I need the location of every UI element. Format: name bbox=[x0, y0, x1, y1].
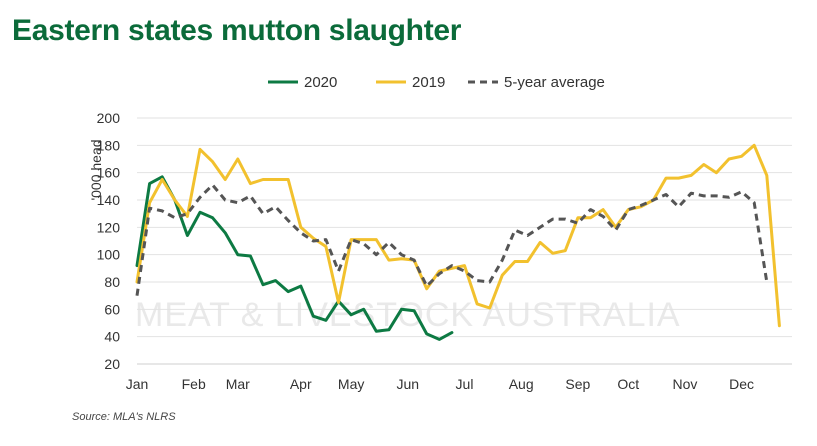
x-tick-label: May bbox=[338, 376, 364, 392]
series-lines bbox=[135, 143, 781, 341]
y-tick-label: 120 bbox=[97, 219, 121, 235]
y-tick-label: 80 bbox=[104, 274, 120, 290]
y-tick-label: 20 bbox=[104, 356, 120, 372]
y-tick-label: 140 bbox=[97, 192, 121, 208]
y-tick-label: 180 bbox=[97, 137, 121, 153]
x-tick-label: Dec bbox=[729, 376, 754, 392]
y-axis-ticks: 20 40 60 80 100 120 140 160 180 200 bbox=[97, 110, 121, 372]
x-tick-label: Mar bbox=[226, 376, 250, 392]
chart-title: Eastern states mutton slaughter bbox=[12, 14, 462, 47]
x-tick-label: Oct bbox=[617, 376, 639, 392]
x-tick-label: Nov bbox=[672, 376, 697, 392]
x-tick-label: Feb bbox=[182, 376, 206, 392]
x-tick-label: Jan bbox=[126, 376, 149, 392]
source-note: Source: MLA's NLRS bbox=[72, 411, 176, 423]
y-tick-label: 60 bbox=[104, 301, 120, 317]
y-tick-label: 100 bbox=[97, 247, 121, 263]
legend: 2020 2019 5-year average bbox=[268, 74, 605, 91]
gridlines bbox=[137, 117, 792, 365]
x-tick-label: Jul bbox=[456, 376, 474, 392]
x-tick-label: Jun bbox=[397, 376, 420, 392]
legend-label: 2019 bbox=[412, 74, 445, 91]
x-tick-label: Sep bbox=[565, 376, 590, 392]
y-tick-label: 160 bbox=[97, 165, 121, 181]
series-line-2 bbox=[135, 183, 769, 296]
y-tick-label: 200 bbox=[97, 110, 121, 126]
x-tick-label: Aug bbox=[509, 376, 534, 392]
y-axis-label: '000 head bbox=[88, 139, 104, 200]
legend-label: 5-year average bbox=[504, 74, 605, 91]
legend-label: 2020 bbox=[304, 74, 337, 91]
x-tick-label: Apr bbox=[290, 376, 312, 392]
x-axis-ticks: Jan Feb Mar Apr May Jun Jul Aug Sep Oct Nov Dec bbox=[126, 376, 754, 392]
y-tick-label: 40 bbox=[104, 329, 120, 345]
series-line-0 bbox=[135, 175, 454, 341]
watermark-text: MEAT & LIVESTOCK AUSTRALIA bbox=[135, 296, 681, 334]
